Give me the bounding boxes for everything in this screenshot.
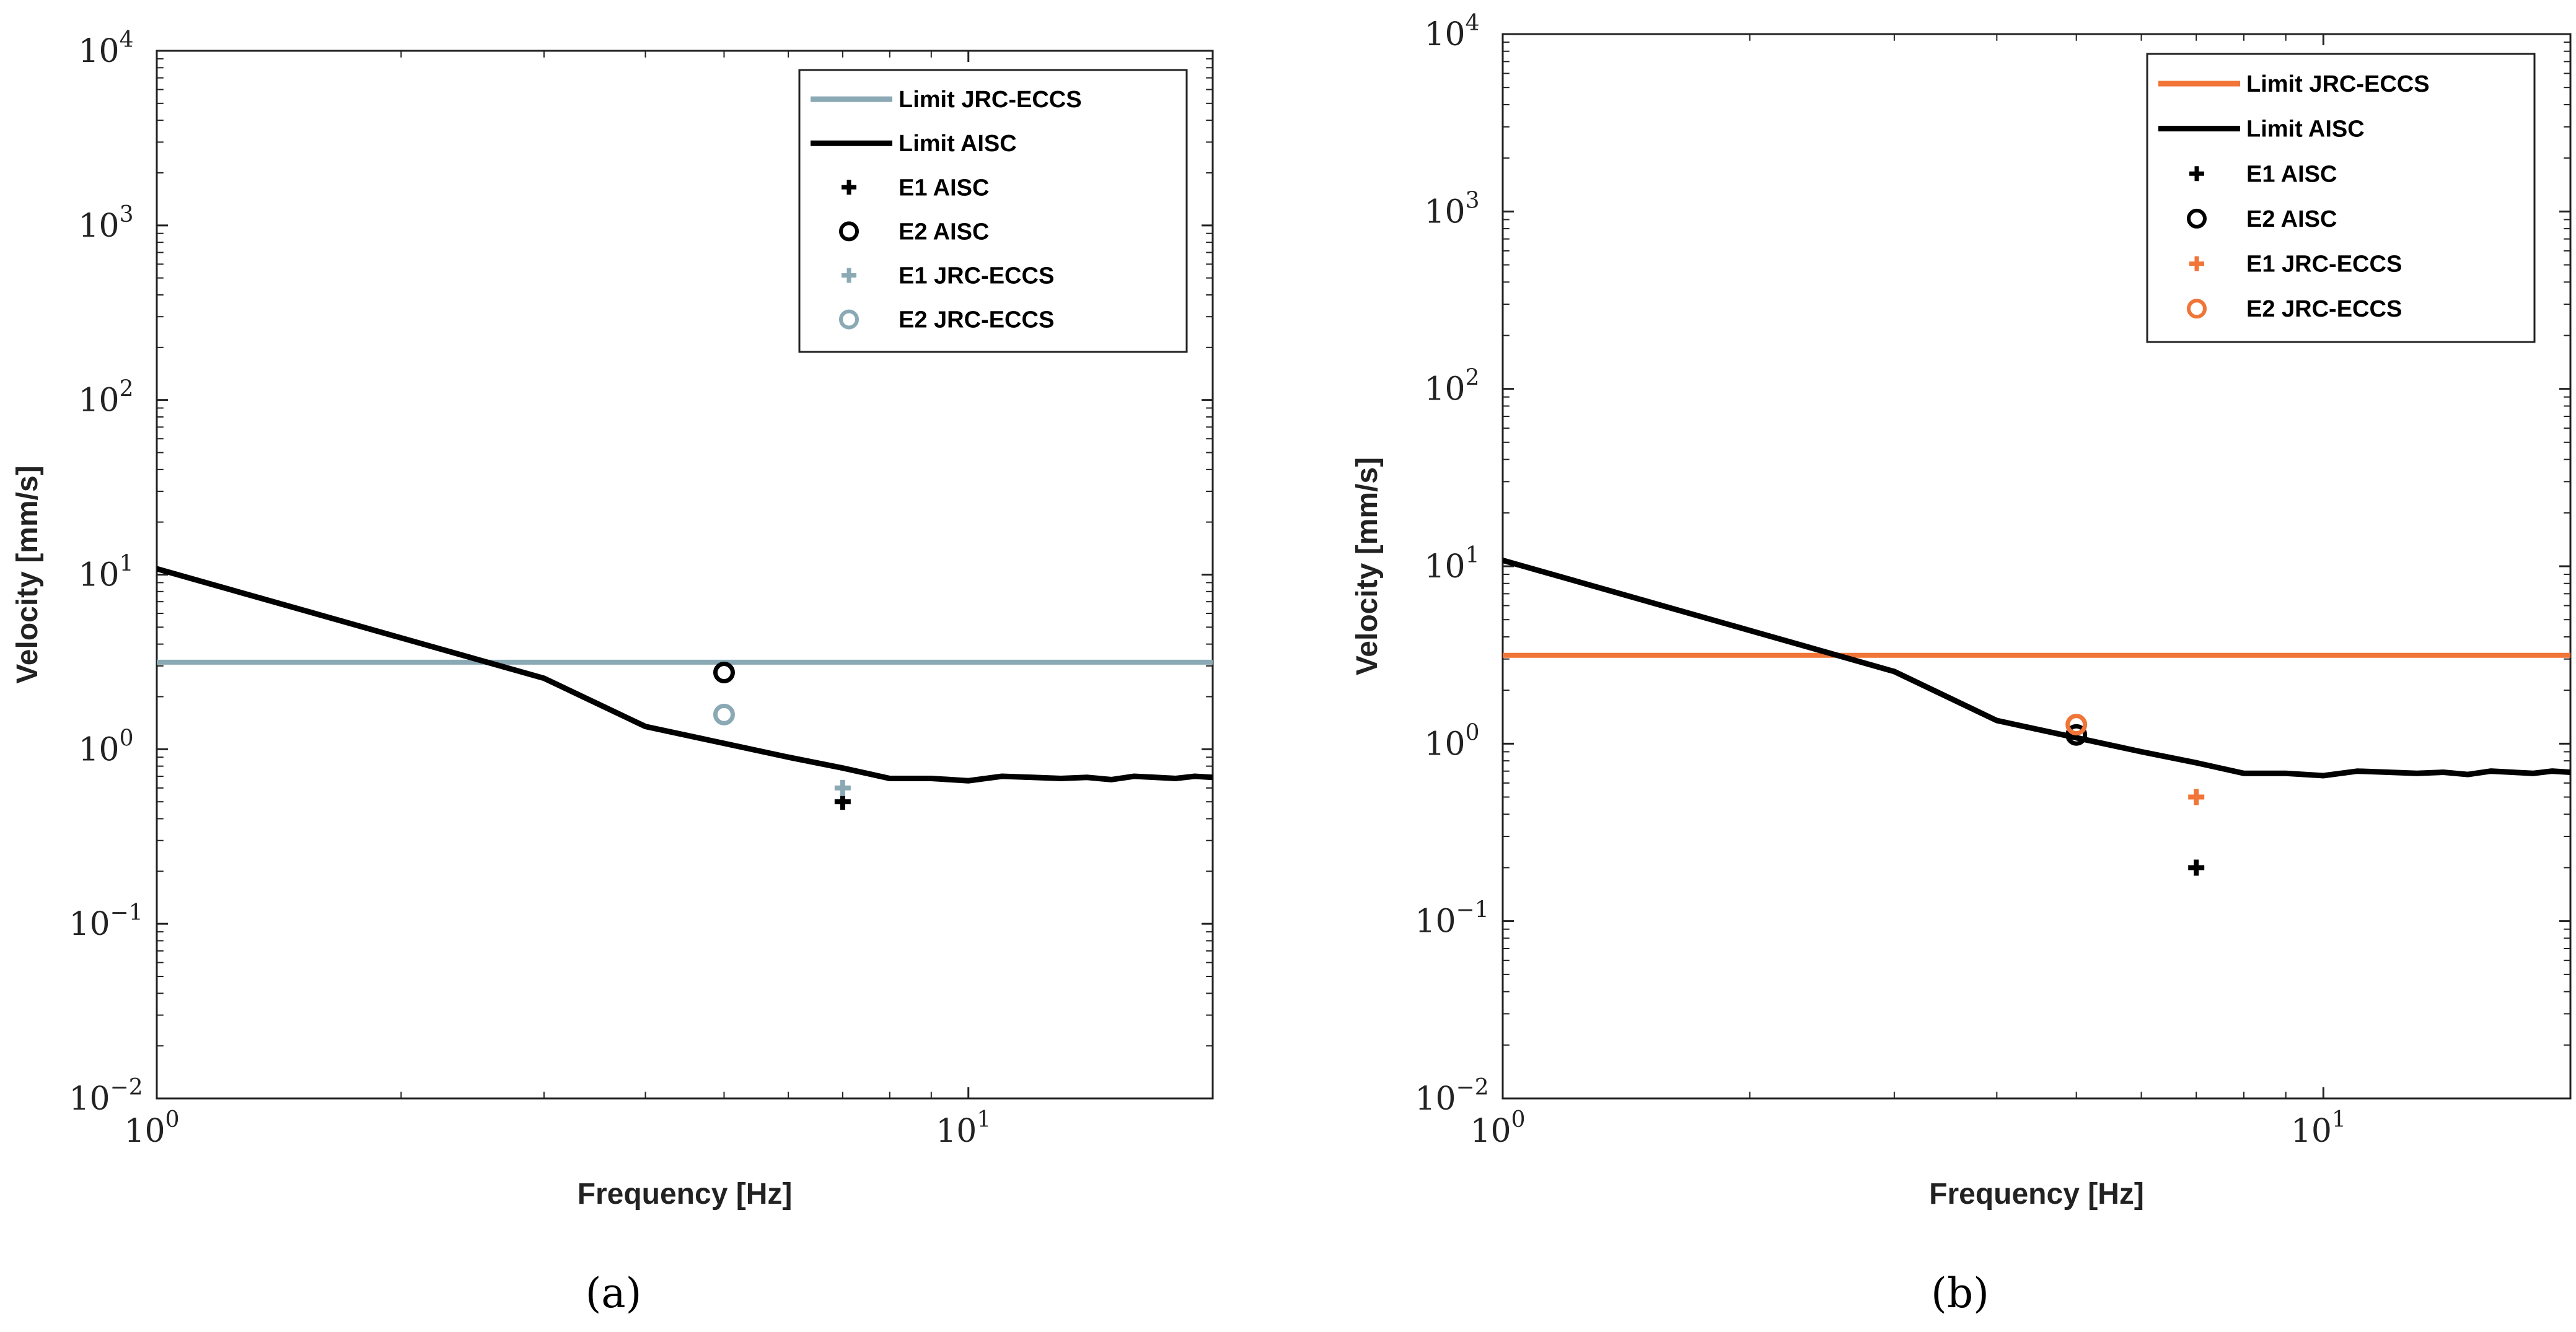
- point-e2-jrc-eccs: [713, 703, 735, 725]
- legend-label-e1-aisc: E1 AISC: [899, 175, 989, 201]
- panel-a: 100 101 104 103 102 101 100 10−1 10−2 Frequency […: [11, 27, 1214, 1317]
- y-tick-label: 104: [78, 27, 133, 70]
- y-tick-label: 104: [1424, 11, 1479, 53]
- plot-area: [1503, 558, 2570, 876]
- legend: Limit JRC-ECCS Limit AISC E1 AISC E2 AISC E1…: [2146, 53, 2536, 343]
- legend-swatch-e2-jrc-eccs: [2187, 299, 2207, 319]
- panel-label: (b): [1931, 1269, 1989, 1317]
- plot-area: [157, 566, 1213, 810]
- point-e1-jrc-eccs: [834, 779, 851, 796]
- legend: Limit JRC-ECCS Limit AISC E1 AISC E2 AISC E1…: [798, 69, 1188, 353]
- legend-label-limit-jrc-eccs: Limit JRC-ECCS: [899, 87, 1082, 113]
- panel-label: (a): [586, 1269, 642, 1317]
- legend-swatch-e1-jrc-eccs: [2189, 256, 2204, 271]
- y-tick-label: 10−1: [69, 900, 143, 943]
- point-e1-aisc: [2188, 859, 2205, 876]
- legend-label-e1-jrc-eccs: E1 JRC-ECCS: [2246, 252, 2402, 278]
- legend-label-e2-aisc: E2 AISC: [2246, 206, 2337, 232]
- legend-swatch-e1-jrc-eccs: [842, 268, 856, 283]
- x-tick-label: 100: [124, 1107, 179, 1150]
- legend-label-e1-jrc-eccs: E1 JRC-ECCS: [899, 263, 1054, 289]
- y-axis-title: Velocity [mm/s]: [11, 465, 44, 683]
- legend-label-limit-aisc: Limit AISC: [899, 131, 1017, 157]
- y-tick-label: 101: [78, 551, 133, 594]
- legend-swatch-e2-jrc-eccs: [839, 309, 859, 330]
- legend-label-limit-jrc-eccs: Limit JRC-ECCS: [2246, 71, 2430, 97]
- point-e1-aisc: [834, 794, 851, 810]
- legend-box: [798, 69, 1188, 353]
- x-tick-label: 100: [1470, 1107, 1525, 1150]
- y-tick-label: 102: [78, 377, 133, 419]
- y-tick-label: 103: [78, 202, 133, 245]
- y-tick-label: 101: [1424, 543, 1479, 585]
- legend-swatch-e2-aisc: [2187, 208, 2207, 229]
- legend-label-e2-jrc-eccs: E2 JRC-ECCS: [2246, 296, 2402, 322]
- point-e2-aisc: [713, 662, 735, 684]
- point-e2-jrc-eccs: [2065, 714, 2088, 736]
- x-axis-title: Frequency [Hz]: [578, 1178, 793, 1211]
- x-axis-title: Frequency [Hz]: [1929, 1178, 2144, 1211]
- panel-b: 100 101 104 103 102 101 100 10−1 10−2 Frequency […: [1351, 11, 2572, 1317]
- y-tick-label: 10−1: [1415, 898, 1488, 940]
- y-tick-label: 103: [1424, 188, 1479, 230]
- x-tick-label: 101: [936, 1107, 991, 1150]
- legend-swatch-e1-aisc: [842, 180, 856, 195]
- y-tick-label: 100: [1424, 720, 1479, 763]
- legend-label-limit-aisc: Limit AISC: [2246, 116, 2365, 142]
- legend-label-e1-aisc: E1 AISC: [2246, 161, 2337, 187]
- legend-swatch-e2-aisc: [839, 221, 859, 242]
- legend-label-e2-aisc: E2 AISC: [899, 219, 989, 245]
- point-e1-jrc-eccs: [2188, 789, 2205, 805]
- y-tick-label: 100: [78, 725, 133, 768]
- y-tick-label: 102: [1424, 366, 1479, 408]
- y-tick-label: 10−2: [1415, 1075, 1488, 1118]
- point-e2-aisc: [2065, 724, 2088, 746]
- y-tick-label: 10−2: [69, 1075, 143, 1118]
- x-tick-label: 101: [2291, 1107, 2346, 1150]
- series-line-limit-aisc: [1503, 558, 2570, 779]
- y-axis-title: Velocity [mm/s]: [1351, 457, 1384, 675]
- legend-swatch-e1-aisc: [2189, 166, 2204, 182]
- legend-box: [2146, 53, 2536, 343]
- legend-label-e2-jrc-eccs: E2 JRC-ECCS: [899, 307, 1054, 333]
- series-line-limit-aisc: [157, 566, 1213, 784]
